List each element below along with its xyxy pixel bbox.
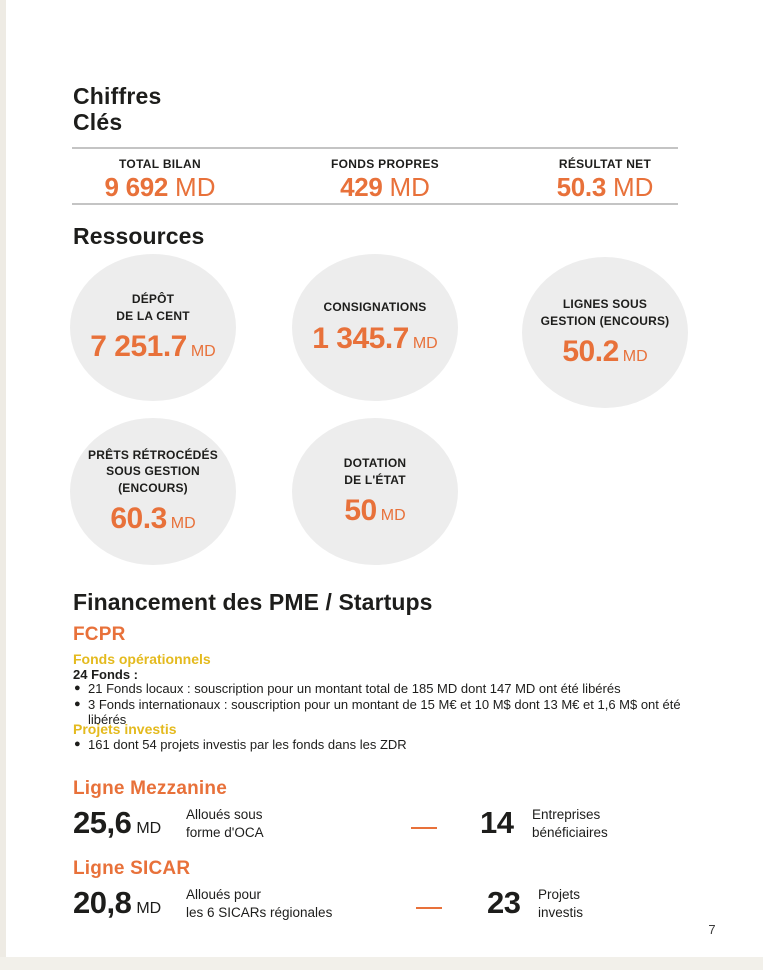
desc-line: Entreprises — [532, 807, 601, 822]
ligne-sicar-heading: Ligne SICAR — [73, 858, 191, 879]
mezzanine-amount-desc: Alloués sous forme d'OCA — [186, 806, 264, 841]
bubble-label-line: SOUS GESTION — [106, 464, 200, 479]
stat-number: 9 692 — [104, 172, 169, 202]
desc-line: Alloués pour — [186, 887, 262, 902]
sicar-count-desc: Projets investis — [538, 886, 583, 921]
bubble-unit: MD — [170, 514, 196, 532]
fcpr-heading: FCPR — [73, 624, 126, 645]
bubble-label-line: DÉPÔT — [131, 292, 175, 307]
bubble-prets-retrocedes: PRÊTS RÉTROCÉDÉS SOUS GESTION (ENCOURS) … — [70, 418, 236, 565]
page-title-line2: Clés — [73, 108, 123, 135]
bubble-label-line: CONSIGNATIONS — [323, 300, 427, 315]
bubble-label-line: LIGNES SOUS — [562, 297, 648, 312]
bubble-label: LIGNES SOUS GESTION (ENCOURS) — [541, 296, 670, 328]
bubble-dotation-etat: DOTATION DE L'ÉTAT 50 MD — [292, 418, 458, 565]
desc-line: bénéficiaires — [532, 824, 608, 840]
bubble-value: 50.2 MD — [562, 335, 647, 369]
bubble-number: 7 251.7 — [90, 329, 187, 363]
stat-label: FONDS PROPRES — [331, 157, 439, 171]
stat-unit: MD — [389, 172, 430, 202]
bubble-number: 50 — [344, 493, 377, 527]
bullet-icon: ● — [74, 738, 81, 750]
stat-label: RÉSULTAT NET — [558, 157, 652, 171]
bubble-consignations: CONSIGNATIONS 1 345.7 MD — [292, 254, 458, 401]
bubble-number: 50.2 — [562, 334, 619, 368]
desc-line: investis — [538, 904, 584, 920]
ligne-mezzanine-heading: Ligne Mezzanine — [73, 778, 227, 799]
fonds-bullet-list: ● 21 Fonds locaux : souscription pour un… — [74, 681, 694, 728]
mezzanine-count-desc: Entreprises bénéficiaires — [532, 806, 608, 841]
projets-investis-heading: Projets investis — [73, 721, 177, 737]
desc-line: Projets — [538, 887, 581, 902]
page-title: Chiffres Clés — [73, 83, 162, 135]
bubble-unit: MD — [412, 334, 438, 352]
bullet-text: 21 Fonds locaux : souscription pour un m… — [88, 681, 621, 696]
ressources-heading: Ressources — [73, 223, 205, 249]
bubble-label: CONSIGNATIONS — [323, 299, 426, 315]
sicar-amount-desc: Alloués pour les 6 SICARs régionales — [186, 886, 332, 921]
mezzanine-count: 14 — [480, 805, 514, 840]
bubble-label: PRÊTS RÉTROCÉDÉS SOUS GESTION (ENCOURS) — [88, 447, 218, 496]
desc-line: forme d'OCA — [186, 824, 264, 840]
amount-number: 25,6 — [73, 805, 132, 840]
desc-line: Alloués sous — [186, 807, 263, 822]
page-bottom-edge — [0, 957, 763, 970]
bubble-value: 7 251.7 MD — [90, 330, 215, 364]
bubble-label: DOTATION DE L'ÉTAT — [344, 455, 406, 487]
bullet-text: 3 Fonds internationaux : souscription po… — [88, 696, 681, 728]
desc-line: les 6 SICARs régionales — [186, 904, 333, 920]
sicar-amount: 20,8 MD — [73, 885, 161, 921]
sicar-count: 23 — [487, 885, 521, 920]
bubble-unit: MD — [622, 347, 648, 365]
bubble-label-line: (ENCOURS) — [118, 480, 188, 495]
list-item: ● 161 dont 54 projets investis par les f… — [74, 737, 694, 753]
separator-dash — [416, 907, 442, 909]
stat-unit: MD — [175, 172, 216, 202]
bubble-number: 1 345.7 — [312, 321, 409, 355]
stat-total-bilan: TOTAL BILAN 9 692 MD — [72, 149, 248, 203]
fonds-count: 24 Fonds : — [73, 667, 139, 682]
stat-unit: MD — [612, 172, 654, 202]
projets-bullet-list: ● 161 dont 54 projets investis par les f… — [74, 737, 694, 753]
bullet-text: 161 dont 54 projets investis par les fon… — [88, 737, 407, 752]
stat-number: 429 — [340, 172, 383, 202]
bubble-unit: MD — [380, 506, 406, 524]
amount-unit: MD — [136, 900, 162, 917]
bubble-label: DÉPÔT DE LA CENT — [116, 291, 190, 323]
key-stats-band: TOTAL BILAN 9 692 MD FONDS PROPRES 429 M… — [72, 147, 678, 205]
stat-resultat-net: RÉSULTAT NET 50.3 MD — [495, 149, 715, 203]
bubble-value: 50 MD — [344, 494, 405, 528]
page-number: 7 — [708, 922, 716, 937]
bubble-label-line: DE LA CENT — [116, 308, 190, 323]
bubble-label-line: DOTATION — [343, 456, 407, 471]
bubble-label-line: GESTION (ENCOURS) — [540, 313, 670, 328]
stat-fonds-propres: FONDS PROPRES 429 MD — [275, 149, 495, 203]
list-item: ● 3 Fonds internationaux : souscription … — [74, 697, 694, 728]
bubble-label-line: PRÊTS RÉTROCÉDÉS — [88, 448, 218, 463]
bubble-number: 60.3 — [110, 501, 167, 535]
page-left-edge — [0, 0, 6, 970]
bubble-value: 1 345.7 MD — [312, 322, 437, 356]
stat-value: 9 692 MD — [72, 172, 248, 203]
separator-dash — [411, 827, 437, 829]
stat-value: 429 MD — [275, 172, 495, 203]
bubble-lignes-sous-gestion: LIGNES SOUS GESTION (ENCOURS) 50.2 MD — [522, 257, 688, 408]
stat-label: TOTAL BILAN — [119, 157, 201, 171]
financement-heading: Financement des PME / Startups — [73, 589, 433, 615]
bubble-value: 60.3 MD — [110, 502, 195, 536]
bubble-depot-cent: DÉPÔT DE LA CENT 7 251.7 MD — [70, 254, 236, 401]
stat-value: 50.3 MD — [495, 172, 715, 203]
stat-number: 50.3 — [556, 172, 607, 202]
bubble-label-line: DE L'ÉTAT — [344, 472, 406, 487]
bullet-icon: ● — [74, 682, 81, 694]
list-item: ● 21 Fonds locaux : souscription pour un… — [74, 681, 694, 697]
amount-number: 20,8 — [73, 885, 132, 920]
bubble-unit: MD — [190, 342, 216, 360]
page-title-line1: Chiffres — [73, 83, 162, 109]
mezzanine-amount: 25,6 MD — [73, 805, 161, 841]
amount-unit: MD — [136, 820, 162, 837]
fonds-operationnels-heading: Fonds opérationnels — [73, 651, 211, 667]
bullet-icon: ● — [74, 697, 81, 710]
